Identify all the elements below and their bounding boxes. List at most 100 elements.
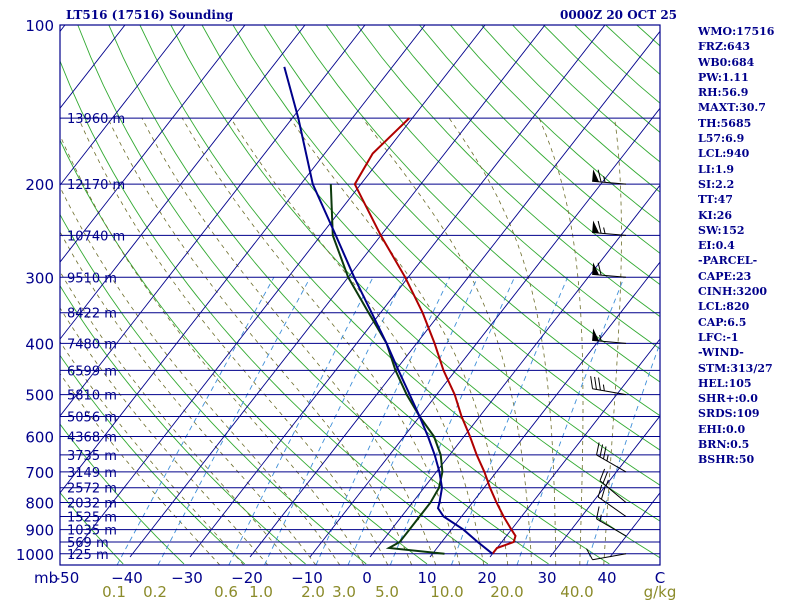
- isotherm: [429, 261, 660, 558]
- index-entry: EHI:0.0: [698, 422, 746, 436]
- temp-tick-label: −20: [231, 569, 263, 587]
- barb-pennant: [592, 169, 600, 182]
- moist-adiabat: [60, 231, 317, 565]
- valid-time: 0000Z 20 OCT 25: [560, 8, 678, 22]
- dry-adiabat: [60, 59, 489, 565]
- pressure-label: 1000: [16, 546, 54, 564]
- barb-shaft: [592, 553, 627, 561]
- index-entry: BRN:0.5: [698, 438, 750, 452]
- mixing-ratio-line: [347, 277, 479, 565]
- index-entry: LCL:940: [698, 147, 750, 161]
- dry-adiabat: [356, 25, 660, 318]
- index-entry: LFC:-1: [698, 330, 739, 344]
- barb-flag: [594, 376, 597, 390]
- barb-shaft: [596, 454, 627, 473]
- dry-adiabat: [232, 25, 660, 451]
- isotherm: [249, 30, 660, 558]
- parcel-trace: [283, 66, 494, 555]
- index-entry: FRZ:643: [698, 40, 751, 54]
- index-entry: BSHR:50: [698, 453, 755, 467]
- index-entry: -PARCEL-: [698, 254, 758, 268]
- index-entry: L57:6.9: [698, 132, 745, 146]
- mixing-ratio-line: [264, 277, 405, 565]
- barb-pennant: [592, 328, 600, 342]
- dewpoint-trace: [329, 184, 445, 555]
- barb-flag: [599, 444, 604, 457]
- temp-tick-label: -50: [55, 569, 80, 587]
- dry-adiabat: [325, 25, 660, 350]
- barb-half-flag: [599, 334, 602, 342]
- temp-unit-label: C: [655, 569, 665, 587]
- barb-half-flag: [599, 514, 602, 521]
- index-entry: WMO:17516: [698, 25, 775, 38]
- isotherm: [129, 25, 546, 558]
- barb-flag: [599, 468, 606, 481]
- pressure-label: 900: [25, 522, 54, 540]
- index-entry: SHR+:0.0: [698, 392, 758, 406]
- barb-flag: [597, 262, 602, 276]
- wind-barb: [596, 442, 627, 473]
- barb-flag: [586, 548, 593, 560]
- pressure-label: 600: [25, 429, 54, 447]
- mixing-ratio-line: [586, 341, 660, 565]
- mixing-ratio-label: 2.0: [301, 583, 325, 600]
- mb-axis-label: mb: [34, 569, 58, 587]
- dry-adiabat: [294, 25, 660, 383]
- barb-flag: [602, 446, 607, 459]
- index-entry: SRDS:109: [698, 407, 760, 421]
- index-entry: LCL:820: [698, 300, 750, 314]
- barb-shaft: [599, 480, 627, 503]
- isotherm: [69, 25, 486, 558]
- barb-shaft: [596, 518, 627, 537]
- index-entry: SW:152: [698, 223, 745, 237]
- height-label: 8422 m: [67, 307, 117, 322]
- height-label: 6599 m: [67, 364, 117, 379]
- index-entry: KI:26: [698, 208, 733, 222]
- barb-flag: [596, 506, 600, 519]
- dry-adiabat: [387, 25, 660, 286]
- station-title: LT516 (17516) Sounding: [66, 8, 234, 22]
- barb-shaft: [597, 496, 627, 517]
- mixing-ratio-label: 10.0: [430, 583, 463, 600]
- height-label: 3149 m: [67, 466, 117, 481]
- dry-adiabat: [60, 284, 306, 565]
- isotherm: [60, 25, 366, 417]
- moist-adiabat: [230, 117, 485, 565]
- barb-half-flag: [602, 384, 605, 391]
- moist-adiabat: [538, 117, 584, 565]
- mixing-ratio-line: [450, 277, 569, 565]
- wind-barb: [599, 468, 627, 503]
- height-label: 12170 m: [67, 178, 125, 193]
- indices-panel: WMO:17516 FRZ:643 WB0:684 PW:1.11 RH:56.9 MAX…: [698, 24, 798, 468]
- index-entry: STM:313/27: [698, 361, 773, 375]
- temp-tick-label: −10: [291, 569, 323, 587]
- dry-adiabat: [60, 423, 185, 565]
- barb-flag: [590, 376, 594, 389]
- pressure-label: 200: [25, 176, 54, 194]
- pressure-label: 500: [25, 387, 54, 405]
- wind-barb: [597, 484, 627, 517]
- height-label: 9510 m: [67, 271, 117, 286]
- dry-adiabat: [60, 213, 367, 565]
- height-label: 7480 m: [67, 337, 117, 352]
- isotherm: [189, 25, 606, 558]
- moist-adiabat: [362, 117, 533, 565]
- barb-half-flag: [603, 176, 606, 183]
- pressure-label: 400: [25, 335, 54, 353]
- barb-flag: [597, 484, 603, 498]
- isotherm: [60, 25, 246, 263]
- barb-flag: [597, 220, 602, 234]
- mixing-ratio-line: [157, 277, 311, 565]
- mixing-ratio-line: [516, 277, 625, 565]
- wind-barb: [592, 169, 627, 185]
- dry-adiabat: [201, 25, 660, 486]
- mixing-ratio-label: 3.0: [332, 583, 356, 600]
- barb-flag: [598, 377, 601, 391]
- height-label: 10740 m: [67, 229, 125, 244]
- dry-adiabat: [60, 139, 428, 565]
- barb-half-flag: [603, 227, 606, 234]
- dry-adiabat: [419, 25, 660, 254]
- pressure-label: 100: [25, 17, 54, 35]
- index-entry: MAXT:30.7: [698, 101, 766, 115]
- mixing-ratio-label: 20.0: [490, 583, 523, 600]
